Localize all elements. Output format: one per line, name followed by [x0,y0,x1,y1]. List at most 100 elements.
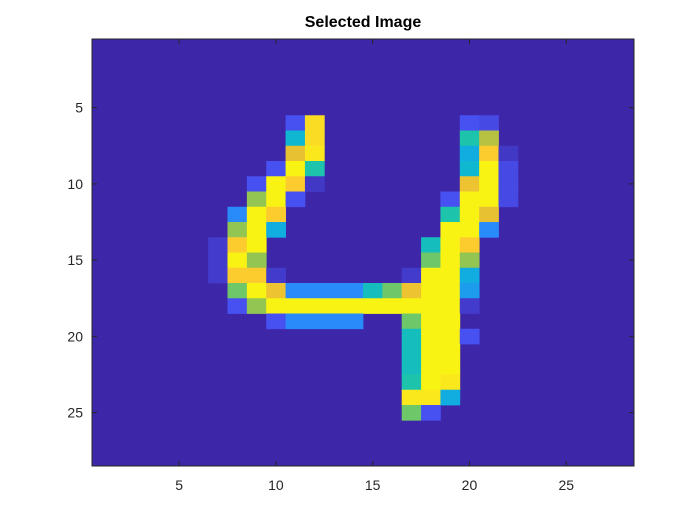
heatmap-cell [440,374,461,391]
x-tick-label: 5 [175,477,183,493]
heatmap-cell [266,191,286,208]
heatmap-cell [421,267,441,284]
heatmap-cell [479,130,499,147]
heatmap-cell [459,115,480,131]
heatmap-cell [246,237,267,253]
heatmap-cell [421,328,441,345]
heatmap-cell [363,283,383,299]
heatmap-cell [285,145,306,162]
heatmap-cell [285,115,306,131]
plot-frame [91,38,635,467]
heatmap-cell [459,191,480,208]
heatmap-cell [401,313,422,330]
heatmap-cell [440,206,461,223]
heatmap-cell [304,130,325,147]
heatmap-cell [440,252,461,269]
heatmap-cell [498,176,519,192]
heatmap-cell [246,191,267,208]
y-tick-label: 20 [67,328,83,344]
heatmap-cell [246,283,267,299]
heatmap-cell [266,283,286,299]
heatmap-cell [246,267,267,284]
heatmap-cell [324,283,345,299]
heatmap-cell [498,191,519,208]
heatmap-cell [440,191,461,208]
heatmap-cell [440,237,461,253]
x-tick-label: 15 [365,477,381,493]
heatmap-cell [285,313,306,330]
heatmap-cell [440,283,461,299]
heatmap-cell [479,145,499,162]
plot-background [92,39,634,466]
heatmap-cell [421,252,441,269]
heatmap-cell [285,161,306,177]
heatmap-cell [246,222,267,238]
heatmap-cell [401,328,422,345]
heatmap-cells [208,115,519,421]
heatmap-cell [246,298,267,314]
heatmap-cell [479,176,499,192]
y-tick-label: 15 [67,252,83,268]
heatmap-cell [479,222,499,238]
heatmap-cell [459,130,480,147]
heatmap-cell [459,176,480,192]
heatmap-cell [459,252,480,269]
heatmap-cell [401,267,422,284]
heatmap-cell [246,206,267,223]
heatmap-cell [343,298,364,314]
heatmap-cell [401,389,422,406]
heatmap-cell [459,267,480,284]
heatmap-cell [498,161,519,177]
heatmap-cell [266,313,286,330]
heatmap-cell [304,145,325,162]
heatmap-cell [285,283,306,299]
heatmap-cell [208,252,228,269]
heatmap-cell [440,298,461,314]
heatmap-cell [382,298,403,314]
heatmap-cell [440,344,461,360]
heatmap-cell [421,405,441,421]
heatmap-cell [227,298,248,314]
heatmap-cell [479,161,499,177]
heatmap-cell [324,313,345,330]
heatmap-cell [401,283,422,299]
heatmap-cell [227,267,248,284]
heatmap-cell [285,298,306,314]
heatmap-cell [382,283,403,299]
x-tick-label: 10 [268,477,284,493]
heatmap-cell [401,298,422,314]
heatmap-cell [479,206,499,223]
chart-title: Selected Image [304,14,422,31]
heatmap-cell [479,191,499,208]
y-tick-label: 10 [67,176,83,192]
heatmap-cell [246,252,267,269]
heatmap-cell [285,176,306,192]
heatmap-cell [459,145,480,162]
heatmap-cell [440,389,461,406]
heatmap-cell [208,237,228,253]
heatmap-cell [459,222,480,238]
heatmap-cell [459,283,480,299]
heatmap-cell [304,298,325,314]
heatmap-cell [459,298,480,314]
heatmap-cell [459,161,480,177]
heatmap-cell [440,267,461,284]
heatmap-cell [401,344,422,360]
y-tick-label: 5 [75,100,83,116]
heatmap-cell [421,389,441,406]
heatmap-cell [440,222,461,238]
heatmap-cell [304,115,325,131]
heatmap-cell [285,191,306,208]
heatmap-cell [227,237,248,253]
heatmap-cell [266,267,286,284]
heatmap-cell [421,237,441,253]
heatmap-cell [304,176,325,192]
heatmap-cell [401,405,422,421]
heatmap-cell [440,359,461,375]
heatmap-cell [421,313,441,330]
heatmap-cell [401,359,422,375]
heatmap-cell [266,206,286,223]
heatmap-cell [421,374,441,391]
heatmap-cell [304,313,325,330]
heatmap-cell [324,298,345,314]
